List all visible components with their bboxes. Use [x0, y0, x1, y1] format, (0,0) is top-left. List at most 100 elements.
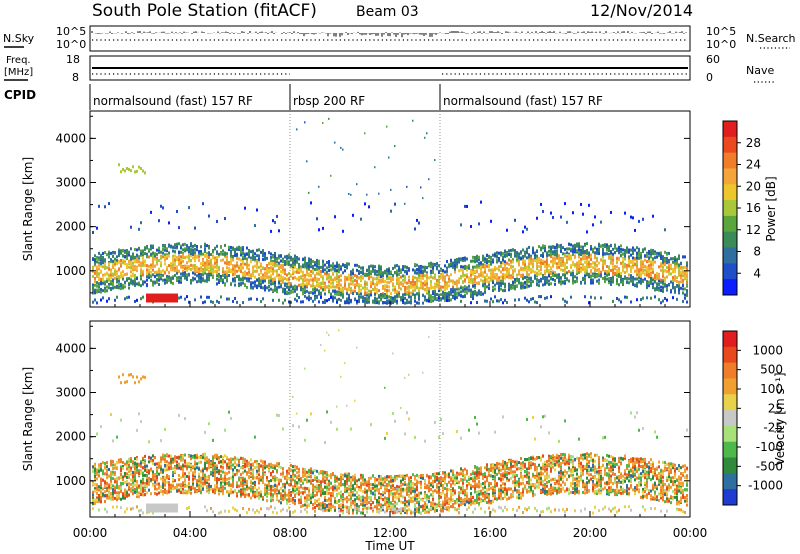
range-cell	[542, 273, 544, 277]
range-cell	[168, 271, 170, 275]
range-cell	[110, 492, 112, 496]
range-cell	[146, 271, 148, 275]
range-cell	[456, 292, 458, 296]
range-cell	[258, 284, 260, 288]
range-cell	[652, 260, 654, 264]
range-cell	[512, 286, 514, 290]
range-cell	[392, 284, 394, 288]
range-cell	[164, 258, 166, 262]
range-cell	[430, 280, 432, 284]
range-cell	[650, 272, 652, 276]
range-cell	[326, 270, 328, 274]
range-cell	[674, 269, 676, 273]
range-cell	[350, 278, 352, 282]
range-cell	[540, 253, 542, 257]
range-cell	[570, 271, 572, 275]
range-cell	[530, 281, 532, 285]
range-cell	[362, 273, 364, 277]
range-cell	[430, 265, 432, 269]
range-cell	[588, 253, 590, 257]
range-cell	[668, 266, 670, 270]
range-cell	[422, 271, 424, 275]
range-cell	[324, 283, 326, 287]
range-cell	[220, 245, 222, 249]
range-cell	[238, 264, 240, 268]
range-cell	[366, 291, 368, 295]
range-cell	[102, 273, 104, 277]
range-cell	[304, 294, 306, 298]
range-cell	[472, 272, 474, 276]
range-cell	[160, 274, 162, 278]
range-cell	[528, 284, 530, 288]
range-cell	[656, 251, 658, 255]
range-cell	[360, 278, 362, 282]
range-cell	[398, 294, 400, 298]
range-cell	[460, 257, 462, 261]
range-cell	[638, 253, 640, 257]
range-cell	[378, 301, 380, 305]
range-cell	[636, 284, 638, 288]
range-cell	[472, 255, 474, 259]
range-cell	[226, 297, 228, 301]
range-cell	[208, 253, 210, 257]
range-cell	[292, 271, 294, 275]
range-cell	[162, 297, 164, 301]
range-cell	[440, 269, 442, 273]
range-cell	[124, 297, 126, 301]
range-cell	[452, 296, 454, 300]
range-cell	[646, 273, 648, 277]
range-cell	[228, 247, 230, 251]
range-cell	[414, 282, 416, 286]
range-cell	[426, 290, 428, 294]
range-cell	[216, 274, 218, 278]
range-cell	[164, 281, 166, 285]
range-cell	[686, 263, 688, 267]
range-cell	[542, 251, 544, 255]
range-cell	[642, 217, 644, 221]
range-cell	[384, 279, 386, 283]
range-cell	[574, 280, 576, 284]
range-cell	[630, 276, 632, 280]
range-cell	[664, 296, 666, 300]
range-cell	[476, 259, 478, 263]
range-cell	[510, 286, 512, 290]
range-cell	[552, 215, 554, 219]
range-cell	[312, 259, 314, 263]
range-cell	[420, 280, 422, 284]
range-cell	[262, 276, 264, 280]
freq-panel: Freq. [MHz] 18 8 60 0 Nave	[4, 53, 774, 84]
range-cell	[242, 255, 244, 259]
range-cell	[296, 299, 298, 303]
range-cell	[148, 295, 150, 299]
range-cell	[234, 279, 236, 283]
range-cell	[592, 266, 594, 270]
range-cell	[610, 250, 612, 254]
range-cell	[172, 295, 174, 299]
range-cell	[270, 269, 272, 273]
range-cell	[600, 258, 602, 262]
range-cell	[276, 288, 278, 292]
range-cell	[102, 261, 104, 265]
range-cell	[510, 266, 512, 270]
range-cell	[130, 278, 132, 282]
range-cell	[334, 215, 336, 219]
range-cell	[294, 289, 296, 293]
range-cell	[148, 293, 150, 297]
range-cell	[216, 263, 218, 267]
range-cell	[308, 291, 310, 295]
range-cell	[272, 272, 274, 276]
range-cell	[164, 278, 166, 282]
range-cell	[536, 254, 538, 258]
range-cell	[228, 261, 230, 265]
range-cell	[206, 252, 208, 256]
range-cell	[440, 287, 442, 291]
range-cell	[664, 277, 666, 281]
range-cell	[200, 245, 202, 249]
range-cell	[638, 256, 640, 260]
range-cell	[508, 269, 510, 273]
range-cell	[376, 287, 378, 291]
range-cell	[234, 264, 236, 268]
range-cell	[534, 251, 536, 255]
range-cell	[152, 264, 154, 268]
